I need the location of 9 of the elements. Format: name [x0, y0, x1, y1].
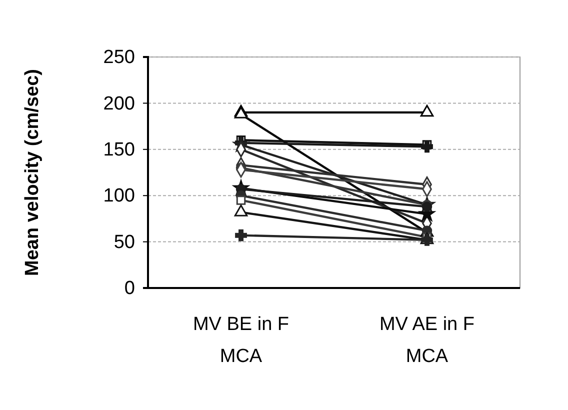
y-axis-title: Mean velocity (cm/sec) — [22, 69, 43, 276]
y-tick-label: 200 — [103, 93, 135, 114]
y-tick-label: 50 — [114, 232, 135, 253]
y-tick-label: 150 — [103, 139, 135, 160]
y-tick-label: 100 — [103, 186, 135, 207]
x-tick-label: MV AE in F MCA — [379, 314, 475, 367]
x-tick-label: MV BE in F MCA — [192, 314, 290, 367]
y-tick-label: 0 — [124, 278, 135, 300]
y-tick-label: 250 — [103, 47, 135, 68]
